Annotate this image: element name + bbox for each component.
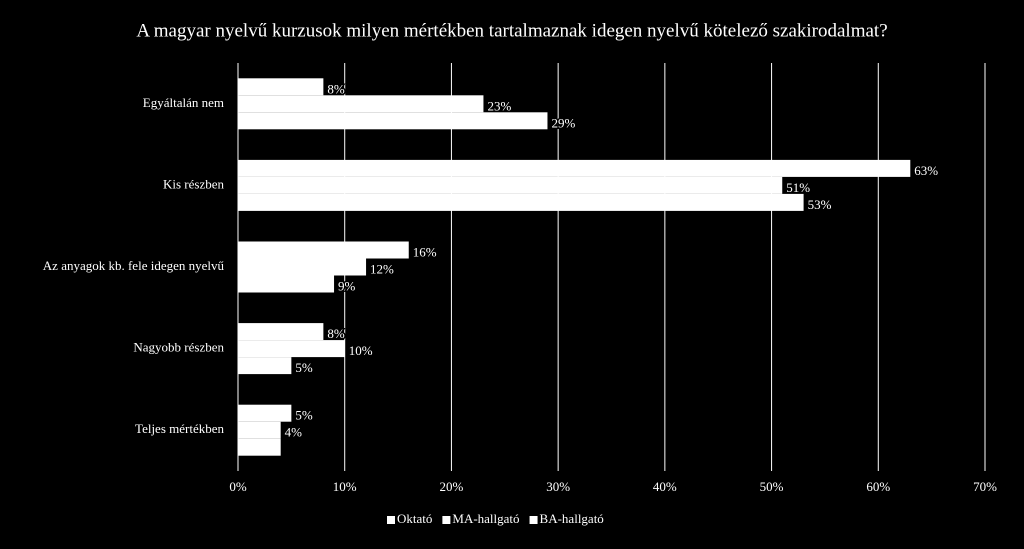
value-label: 5% — [295, 408, 313, 423]
bar — [238, 357, 292, 375]
legend-label: MA-hallgató — [452, 511, 519, 526]
x-tick-label: 50% — [760, 479, 784, 494]
value-label: 51% — [786, 180, 810, 195]
bar — [238, 193, 804, 211]
bar — [238, 275, 335, 293]
value-label: 16% — [413, 244, 437, 259]
legend-swatch — [387, 516, 395, 524]
value-label: 10% — [349, 343, 373, 358]
bar — [238, 323, 324, 341]
x-tick-label: 10% — [333, 479, 357, 494]
bar — [238, 176, 783, 194]
x-tick-label: 40% — [653, 479, 677, 494]
y-tick-label: Az anyagok kb. fele idegen nyelvű — [43, 258, 225, 273]
value-label: 5% — [295, 360, 313, 375]
legend-swatch — [529, 516, 538, 524]
chart-title: A magyar nyelvű kurzusok milyen mértékbe… — [136, 20, 887, 41]
y-tick-label: Nagyobb részben — [133, 340, 224, 355]
x-tick-label: 30% — [546, 479, 570, 494]
bar — [238, 95, 484, 113]
bar — [238, 438, 281, 456]
value-label: 23% — [487, 98, 511, 113]
bar — [238, 241, 409, 259]
bar — [238, 112, 548, 130]
value-label: 8% — [327, 81, 345, 96]
bar — [238, 421, 281, 439]
bar — [238, 78, 324, 96]
x-tick-label: 0% — [229, 479, 247, 494]
value-label: 53% — [808, 197, 832, 212]
bar — [238, 404, 292, 422]
x-tick-label: 70% — [973, 479, 997, 494]
y-tick-label: Kis részben — [163, 176, 225, 191]
value-label: 4% — [285, 425, 303, 440]
bar — [238, 258, 367, 276]
bar — [238, 340, 345, 358]
value-label: 29% — [551, 115, 575, 130]
x-tick-label: 20% — [440, 479, 464, 494]
legend-label: BA-hallgató — [540, 511, 604, 526]
y-tick-label: Teljes mértékben — [135, 421, 224, 436]
legend-swatch — [442, 516, 451, 524]
value-label: 63% — [914, 163, 938, 178]
legend-label: Oktató — [397, 511, 432, 526]
y-tick-label: Egyáltalán nem — [143, 95, 224, 110]
value-label: 12% — [370, 261, 394, 276]
bar — [238, 159, 911, 177]
value-label: 8% — [327, 326, 345, 341]
x-tick-label: 60% — [866, 479, 890, 494]
value-label: 9% — [338, 278, 356, 293]
